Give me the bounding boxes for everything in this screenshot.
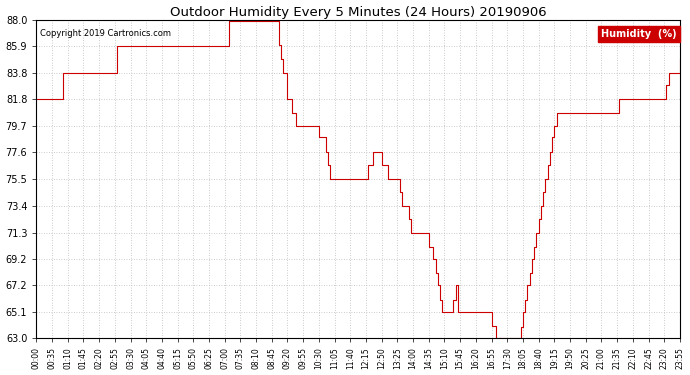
Text: Humidity  (%): Humidity (%) <box>601 29 677 39</box>
Title: Outdoor Humidity Every 5 Minutes (24 Hours) 20190906: Outdoor Humidity Every 5 Minutes (24 Hou… <box>170 6 546 18</box>
Text: Copyright 2019 Cartronics.com: Copyright 2019 Cartronics.com <box>39 29 170 38</box>
